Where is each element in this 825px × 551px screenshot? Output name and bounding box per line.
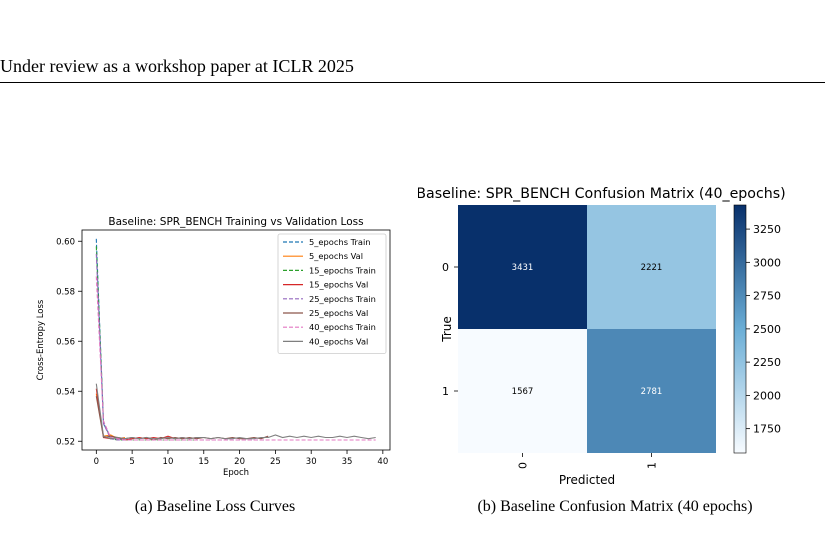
y-tick-label: 0.56 (56, 337, 75, 347)
y-tick-label: 0.58 (56, 287, 75, 297)
legend-label-4: 25_epochs Train (309, 294, 376, 304)
legend-label-5: 25_epochs Val (309, 308, 368, 318)
x-tick-label: 10 (163, 457, 174, 467)
series-line-2 (95, 246, 197, 441)
legend-label-3: 15_epochs Val (309, 280, 368, 290)
y-tick-label: 0.60 (56, 237, 75, 247)
colorbar (733, 204, 747, 454)
caption-b: (b) Baseline Confusion Matrix (40 epochs… (477, 498, 753, 515)
col-label: 0 (517, 462, 530, 469)
loss-curve-chart: Baseline: SPR_BENCH Training vs Validati… (36, 216, 391, 478)
colorbar-tick-label: 1750 (753, 423, 781, 436)
legend-box (277, 233, 387, 354)
colorbar-tick-label: 2750 (753, 290, 781, 303)
cm-value-1-0: 1567 (512, 387, 534, 397)
col-label: 1 (646, 462, 659, 469)
confusion-matrix-chart: Baseline: SPR_BENCH Confusion Matrix (40… (418, 186, 786, 487)
cm-y-axis-label: True (440, 316, 454, 343)
caption-a: (a) Baseline Loss Curves (134, 498, 296, 515)
y-tick-label: 0.54 (56, 387, 75, 397)
legend-label-6: 40_epochs Train (309, 322, 376, 332)
cm-value-0-1: 2221 (641, 263, 663, 273)
cm-title: Baseline: SPR_BENCH Confusion Matrix (40… (418, 186, 786, 202)
colorbar-tick-label: 2500 (753, 323, 781, 336)
cm-cell-1-0 (458, 329, 587, 453)
colorbar-tick-label: 2000 (753, 389, 781, 402)
x-axis-label: Epoch (223, 468, 249, 478)
colorbar-tick-label: 2250 (753, 356, 781, 369)
series-line-3 (95, 388, 197, 441)
row-label: 0 (442, 261, 449, 274)
legend-label-7: 40_epochs Val (309, 336, 368, 346)
cm-cell-0-1 (587, 205, 716, 329)
x-tick-label: 40 (377, 457, 388, 467)
page-header: Under review as a workshop paper at ICLR… (0, 56, 354, 76)
x-tick-label: 35 (342, 457, 353, 467)
row-label: 1 (442, 385, 449, 398)
x-tick-label: 20 (234, 457, 245, 467)
cm-value-0-0: 3431 (512, 263, 534, 273)
x-tick-label: 30 (306, 457, 317, 467)
cm-x-axis-label: Predicted (559, 473, 615, 487)
colorbar-tick-label: 3000 (753, 256, 781, 269)
cm-cell-1-1 (587, 329, 716, 453)
series-line-4 (95, 253, 269, 441)
legend-label-0: 5_epochs Train (309, 237, 371, 247)
legend-label-2: 15_epochs Train (309, 265, 376, 275)
x-tick-label: 25 (270, 457, 281, 467)
y-axis-label: Cross-Entropy Loss (36, 299, 46, 380)
x-tick-label: 5 (129, 457, 134, 467)
cm-cell-0-0 (458, 205, 587, 329)
legend-label-1: 5_epochs Val (309, 251, 363, 261)
series-line-5 (95, 396, 269, 441)
cm-value-1-1: 2781 (641, 387, 663, 397)
x-tick-label: 15 (198, 457, 209, 467)
series-line-6 (95, 276, 376, 441)
plot-frame (81, 229, 391, 451)
loss-chart-title: Baseline: SPR_BENCH Training vs Validati… (108, 216, 363, 228)
series-line-7 (95, 383, 376, 440)
x-tick-label: 0 (94, 457, 99, 467)
title-group: Baseline: SPR_BENCH Confusion Matrix (40… (418, 186, 786, 202)
header-rule (0, 82, 825, 83)
colorbar-tick-label: 3250 (753, 223, 781, 236)
y-tick-label: 0.52 (56, 437, 75, 447)
